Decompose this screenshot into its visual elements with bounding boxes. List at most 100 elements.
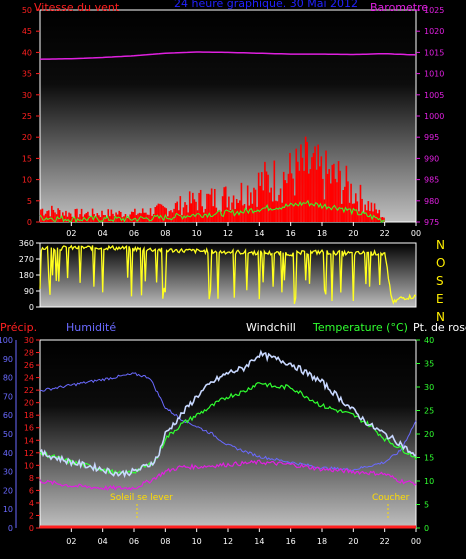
wind-gust-bar — [157, 203, 160, 222]
wind-axis-tick-label: 20 — [22, 133, 32, 142]
wind-gust-bar — [188, 191, 191, 222]
baro-axis-tick-label: 985 — [424, 176, 439, 185]
wind-gust-bar — [218, 209, 221, 222]
wind-gust-bar — [347, 181, 349, 222]
wind-gust-bar — [242, 205, 244, 222]
baro-axis-tick-label: 1005 — [424, 91, 444, 100]
precip-axis-tick-label: 28 — [24, 349, 34, 358]
baro-axis-tick-label: 1025 — [424, 6, 444, 15]
x-axis-tick-label: 20 — [348, 229, 358, 238]
wind-gust-bar — [358, 211, 360, 222]
wind-gust-bar — [253, 187, 255, 222]
wind-gust-bar — [107, 209, 110, 222]
wind-gust-bar — [105, 217, 108, 222]
wind-gust-bar — [353, 203, 356, 222]
wind-gust-bar — [47, 210, 50, 222]
wind-gust-bar — [239, 200, 241, 222]
temp-axis-tick-label: 10 — [424, 477, 434, 486]
humidity-axis-tick-label: 40 — [3, 449, 13, 458]
precip-axis-tick-label: 10 — [24, 461, 34, 470]
wind-gust-bar — [44, 213, 47, 222]
wind-gust-bar — [231, 202, 233, 222]
wind-gust-bar — [179, 196, 182, 222]
wind-gust-bar — [336, 182, 338, 222]
wind-gust-bar — [192, 192, 194, 222]
x-axis-tick-label: 10 — [192, 537, 202, 546]
wind-gust-bar — [118, 210, 121, 222]
wind-gust-bar — [275, 200, 277, 222]
wind-gust-bar — [149, 208, 152, 222]
x-axis-tick-label: 22 — [380, 229, 390, 238]
precip-axis-tick-label: 14 — [24, 436, 34, 445]
wind-gust-bar — [162, 205, 164, 222]
temp-plot-area — [39, 339, 417, 529]
wind-gust-bar — [376, 213, 379, 222]
x-axis-tick-label: 06 — [129, 537, 139, 546]
x-axis-tick-label: 20 — [348, 537, 358, 546]
wind-gust-bar — [256, 206, 258, 222]
wind-gust-bar — [76, 208, 78, 222]
wind-gust-bar — [223, 187, 225, 222]
temp-axis-tick-label: 0 — [424, 524, 429, 533]
wind-gust-bar — [134, 208, 136, 222]
windchill-label: Windchill — [246, 321, 296, 334]
wind-gust-bar — [127, 218, 130, 222]
wind-gust-bar — [311, 157, 313, 222]
precip-axis-tick-label: 4 — [29, 499, 34, 508]
wind-gust-bar — [124, 214, 127, 222]
precip-axis-tick-label: 0 — [29, 524, 34, 533]
wind-gust-bar — [354, 193, 357, 222]
compass-s: S — [436, 274, 444, 288]
wind-gust-bar — [80, 208, 83, 222]
wind-gust-bar — [135, 215, 138, 222]
wind-gust-bar — [378, 209, 381, 222]
wind-gust-bar — [331, 164, 334, 222]
wind-gust-bar — [173, 208, 175, 222]
x-axis-tick-label: 14 — [254, 229, 264, 238]
wind-gust-bar — [276, 201, 279, 222]
baro-axis-tick-label: 990 — [424, 154, 439, 163]
x-axis-tick-label: 04 — [98, 537, 108, 546]
wind-gust-bar — [228, 196, 230, 222]
wind-gust-bar — [41, 208, 44, 222]
wind-gust-bar — [290, 173, 293, 222]
sunrise-label: Soleil se lever — [110, 493, 173, 503]
wind-axis-tick-label: 5 — [27, 197, 32, 206]
humidity-axis-tick-label: 20 — [3, 486, 13, 495]
wind-gust-bar — [257, 172, 260, 222]
compass-n-top: N — [436, 238, 445, 252]
x-axis-tick-label: 04 — [98, 229, 108, 238]
compass-e: E — [436, 292, 444, 306]
wind-gust-bar — [337, 161, 340, 222]
wind-gust-bar — [110, 209, 113, 222]
x-axis-tick-label: 12 — [223, 537, 233, 546]
wind-axis-tick-label: 0 — [27, 218, 32, 227]
x-axis-tick-label: 02 — [66, 229, 76, 238]
wind-gust-bar — [339, 170, 341, 222]
wind-axis-tick-label: 35 — [22, 70, 32, 79]
wind-gust-bar — [193, 199, 196, 222]
wind-axis-tick-label: 25 — [22, 112, 32, 121]
humidity-label: Humidité — [66, 321, 116, 334]
wind-gust-bar — [87, 211, 89, 222]
precip-axis-tick-label: 18 — [24, 411, 34, 420]
wind-gust-bar — [326, 173, 329, 222]
wind-gust-bar — [284, 180, 287, 222]
wind-gust-bar — [264, 161, 266, 222]
wind-gust-bar — [287, 173, 290, 222]
dewpoint-line — [39, 459, 417, 491]
wind-gust-bar — [289, 152, 291, 222]
precip-axis-tick-label: 26 — [24, 361, 34, 370]
humidity-axis-tick-label: 70 — [3, 392, 13, 401]
precip-label: Précip. — [0, 321, 37, 334]
precip-axis-tick-label: 20 — [24, 399, 34, 408]
humidity-axis-tick-label: 0 — [8, 524, 13, 533]
wind-gust-bar — [182, 207, 185, 222]
barometer-line — [39, 51, 417, 60]
x-axis-tick-label: 12 — [223, 229, 233, 238]
wind-gust-bar — [243, 204, 246, 222]
wind-gust-bar — [145, 212, 147, 222]
wind-gust-bar — [329, 183, 332, 222]
wind-gust-bar — [132, 212, 135, 222]
wind-axis-tick-label: 40 — [22, 48, 32, 57]
